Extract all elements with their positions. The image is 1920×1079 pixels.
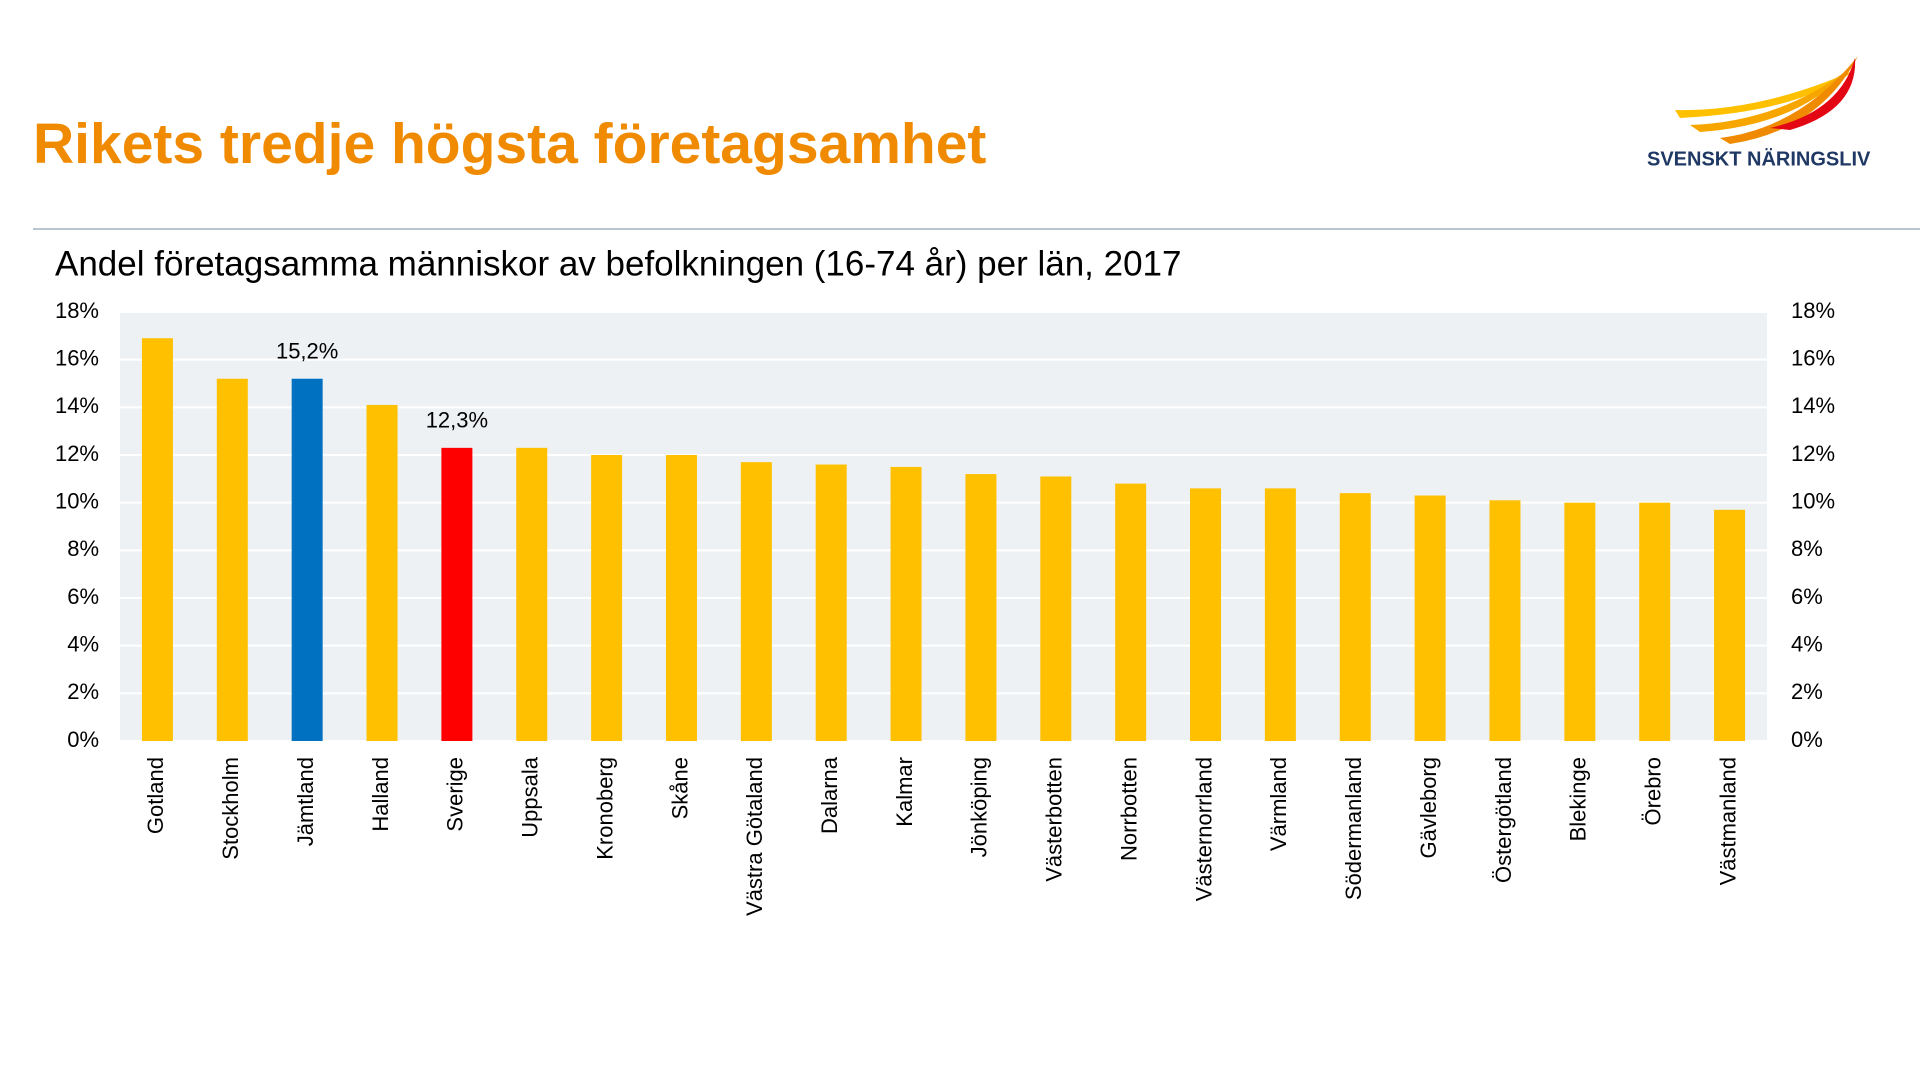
- y2-tick-label: 14%: [1791, 393, 1835, 418]
- x-tick-label: Sverige: [443, 757, 468, 832]
- x-tick-label: Dalarna: [817, 756, 842, 834]
- y-tick-label: 4%: [67, 631, 99, 656]
- x-tick-label: Jönköping: [967, 757, 992, 857]
- x-tick-label: Gävleborg: [1416, 757, 1441, 859]
- bar: [1564, 502, 1596, 741]
- y2-tick-label: 16%: [1791, 345, 1835, 370]
- data-label: 15,2%: [276, 339, 338, 364]
- y2-tick-label: 2%: [1791, 679, 1823, 704]
- y-tick-label: 18%: [55, 298, 99, 323]
- y-tick-label: 6%: [67, 584, 99, 609]
- x-tick-label: Kronoberg: [592, 757, 617, 860]
- x-tick-label: Södermanland: [1341, 757, 1366, 900]
- x-tick-label: Västmanland: [1715, 757, 1740, 885]
- y2-tick-label: 8%: [1791, 536, 1823, 561]
- y-tick-label: 14%: [55, 393, 99, 418]
- y-tick-label: 10%: [55, 488, 99, 513]
- x-tick-label: Norrbotten: [1116, 757, 1141, 861]
- x-tick-label: Gotland: [143, 757, 168, 834]
- bar: [591, 455, 623, 741]
- data-label: 12,3%: [426, 408, 488, 433]
- y2-tick-label: 10%: [1791, 488, 1835, 513]
- bar: [1489, 500, 1521, 741]
- bar: [1414, 495, 1446, 741]
- bar: [890, 466, 922, 741]
- x-tick-label: Västra Götaland: [742, 757, 767, 916]
- bar: [965, 474, 997, 741]
- bar: [815, 464, 847, 741]
- bar: [1339, 493, 1371, 741]
- x-tick-label: Jämtland: [293, 757, 318, 846]
- chart-title: Andel företagsamma människor av befolkni…: [55, 244, 1181, 283]
- y2-tick-label: 12%: [1791, 441, 1835, 466]
- brand-name: SVENSKT NÄRINGSLIV: [1647, 147, 1871, 170]
- bar: [1115, 483, 1147, 741]
- bar: [1040, 476, 1072, 741]
- bar: [516, 447, 548, 741]
- bar: [291, 378, 323, 741]
- y-tick-label: 8%: [67, 536, 99, 561]
- x-tick-label: Blekinge: [1566, 757, 1591, 841]
- bar: [665, 455, 697, 741]
- bar: [1714, 509, 1746, 741]
- logo-swoosh: [1770, 58, 1856, 130]
- y-tick-label: 0%: [67, 727, 99, 752]
- bar: [441, 447, 473, 741]
- x-tick-label: Östergötland: [1491, 757, 1516, 883]
- x-tick-label: Örebro: [1641, 757, 1666, 825]
- x-tick-label: Uppsala: [518, 756, 543, 837]
- x-tick-label: Västerbotten: [1042, 757, 1067, 882]
- logo-swoosh: [1675, 70, 1855, 118]
- bar: [141, 338, 173, 741]
- page-title: Rikets tredje högsta företagsamhet: [33, 112, 986, 176]
- bar: [1639, 502, 1671, 741]
- bar: [366, 404, 398, 741]
- bar: [740, 462, 772, 741]
- x-tick-label: Stockholm: [218, 757, 243, 860]
- logo: SVENSKT NÄRINGSLIV: [1647, 56, 1871, 170]
- x-tick-label: Kalmar: [892, 757, 917, 827]
- logo-swoosh: [1690, 68, 1850, 132]
- y-tick-label: 12%: [55, 441, 99, 466]
- y2-tick-label: 4%: [1791, 631, 1823, 656]
- y-tick-label: 16%: [55, 345, 99, 370]
- bar: [1264, 488, 1296, 741]
- y-tick-label: 2%: [67, 679, 99, 704]
- x-tick-label: Värmland: [1266, 757, 1291, 851]
- x-tick-label: Halland: [368, 757, 393, 832]
- y2-tick-label: 18%: [1791, 298, 1835, 323]
- x-tick-label: Skåne: [667, 757, 692, 819]
- y2-tick-label: 0%: [1791, 727, 1823, 752]
- x-tick-label: Västernorrland: [1191, 757, 1216, 901]
- bar: [1190, 488, 1222, 741]
- bar: [216, 378, 248, 741]
- y2-tick-label: 6%: [1791, 584, 1823, 609]
